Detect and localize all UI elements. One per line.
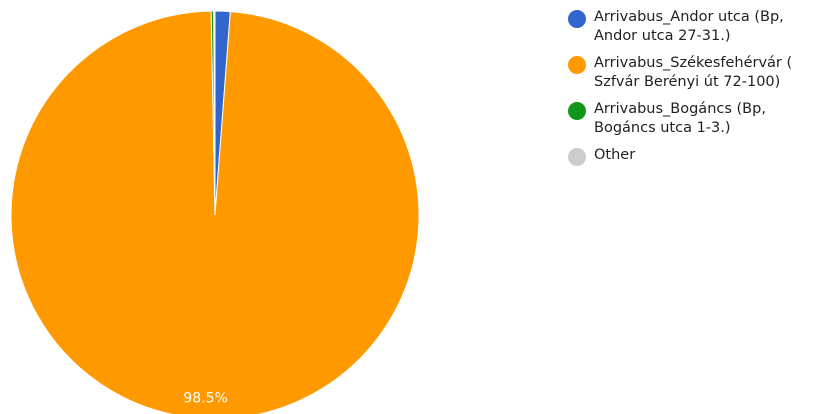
chart-legend: Arrivabus_Andor utca (Bp, Andor utca 27-… xyxy=(568,8,835,173)
legend-swatch-szekesfehervar xyxy=(568,56,586,74)
legend-label-line-2: Szfvár Berényi út 72-100) xyxy=(594,74,781,90)
legend-item-andor[interactable]: Arrivabus_Andor utca (Bp, Andor utca 27-… xyxy=(568,8,835,46)
slice-data-label: 98.5% xyxy=(183,391,227,407)
legend-swatch-andor xyxy=(568,10,586,28)
legend-label-line-1: Other xyxy=(594,147,636,163)
legend-item-bogancs[interactable]: Arrivabus_Bogáncs (Bp, Bogáncs utca 1-3.… xyxy=(568,100,835,138)
legend-item-other[interactable]: Other xyxy=(568,146,835,166)
pie-slice-szekesfehervar[interactable] xyxy=(10,10,420,414)
legend-swatch-bogancs xyxy=(568,102,586,120)
legend-label-line-1: Arrivabus_Andor utca (Bp, xyxy=(594,9,784,25)
legend-label-line-1: Arrivabus_Bogáncs (Bp, xyxy=(594,101,766,117)
legend-label-line-2: Andor utca 27-31.) xyxy=(594,28,731,44)
legend-swatch-other xyxy=(568,148,586,166)
legend-label-line-2: Bogáncs utca 1-3.) xyxy=(594,120,731,136)
legend-item-szekesfehervar[interactable]: Arrivabus_Székesfehérvár ( Szfvár Berény… xyxy=(568,54,835,92)
legend-label-line-1: Arrivabus_Székesfehérvár ( xyxy=(594,55,793,71)
pie-slice-other[interactable] xyxy=(213,10,216,216)
